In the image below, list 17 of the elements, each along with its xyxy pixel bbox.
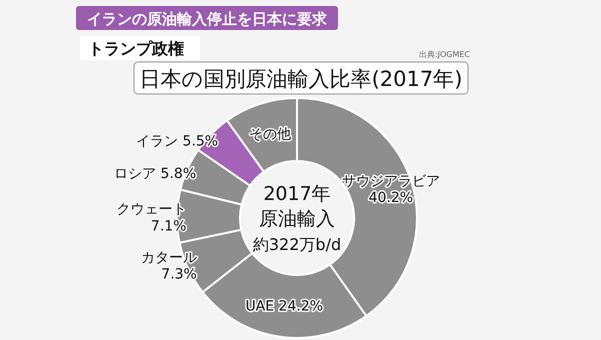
text: トランプ政権 — [88, 39, 184, 58]
text: イランの原油輸入停止を日本に要求 — [87, 10, 328, 28]
text: 原油輸入 — [259, 208, 335, 230]
data-label: 7.3% — [161, 266, 197, 283]
text: 2017年 — [263, 183, 331, 205]
slice-label: UAE — [245, 298, 274, 315]
data-label: 5.8% — [160, 166, 196, 182]
slice-label: サウジアラビア — [342, 173, 440, 190]
slice-label: ロシア — [114, 166, 156, 182]
slice-label: その他 — [248, 126, 291, 143]
data-label: 7.1% — [150, 218, 187, 234]
slice-label: イラン — [136, 134, 178, 150]
data-label: 40.2% — [368, 190, 414, 206]
chart-title: 日本の国別原油輸入比率(2017年) — [140, 67, 462, 91]
text: 約322万b/d — [252, 235, 342, 254]
data-label: 24.2% — [278, 298, 324, 315]
source-note: 出典:JOGMEC — [418, 50, 470, 59]
